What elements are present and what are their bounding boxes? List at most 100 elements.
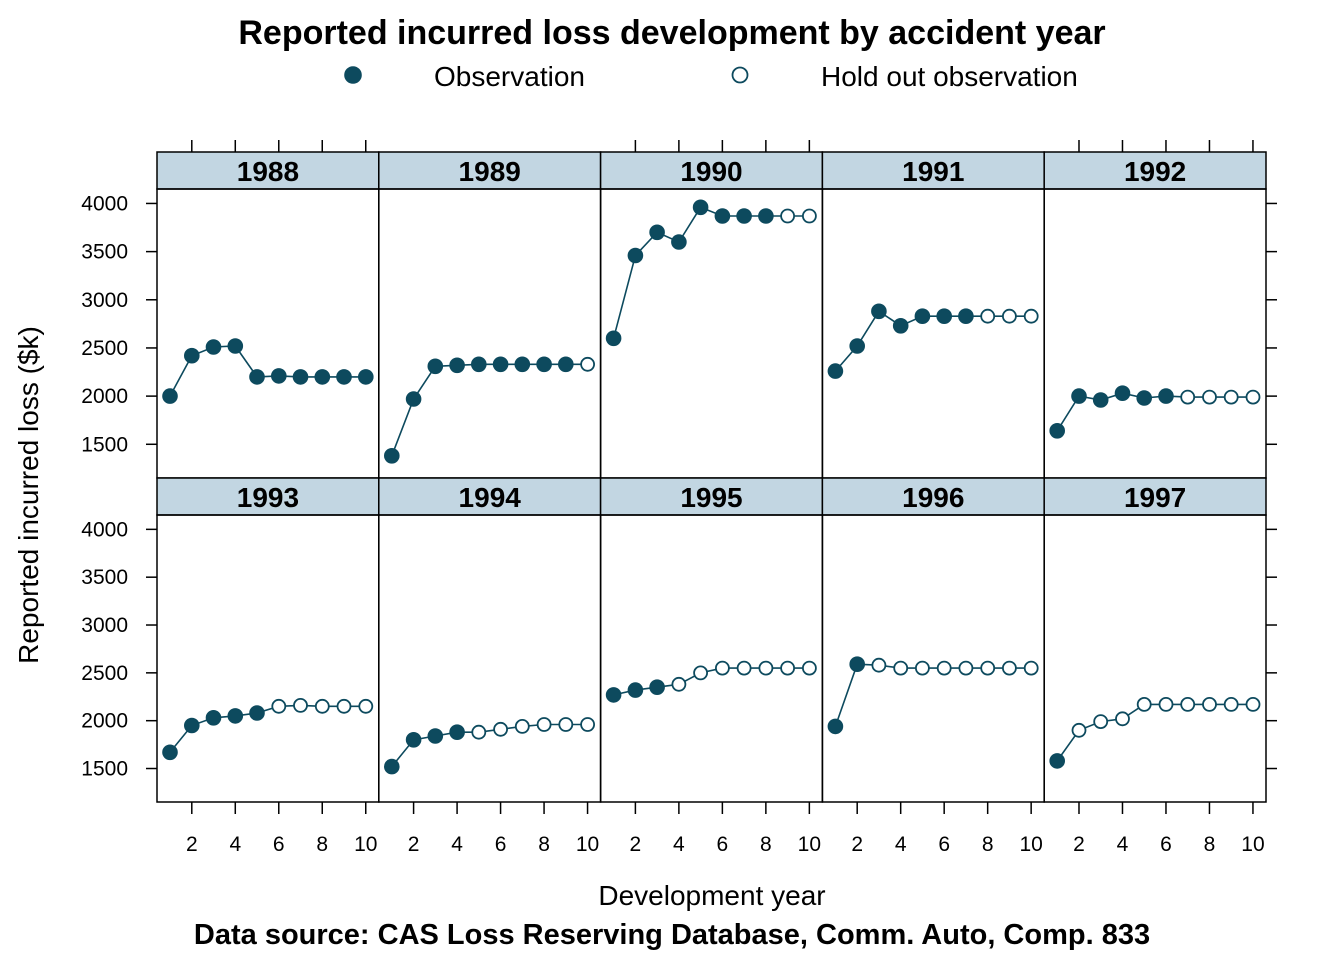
hold-out-point-1995-5 (693, 665, 708, 681)
y-tick-label: 3000 (81, 289, 128, 312)
strip-label-1995: 1995 (680, 482, 742, 513)
panel-1990: 1990 (599, 151, 824, 479)
y-tick-label: 3000 (81, 614, 128, 637)
observation-point-1988-4 (227, 338, 244, 354)
hold-out-point-1990-9 (780, 208, 795, 224)
observation-point-1993-4 (227, 708, 244, 724)
hold-out-point-1997-10 (1245, 697, 1261, 712)
strip-label-1990: 1990 (680, 156, 742, 187)
y-tick-label: 4000 (81, 192, 128, 215)
y-tick-label: 2000 (81, 385, 128, 408)
y-tick-label: 3500 (81, 241, 128, 264)
x-tick-label: 6 (495, 833, 507, 856)
panel-frame-1991 (821, 188, 1045, 479)
strip-label-1992: 1992 (1124, 156, 1186, 187)
series-line-1994 (391, 723, 588, 768)
strip-label-1997: 1997 (1124, 482, 1186, 513)
x-tick-label: 10 (354, 833, 377, 856)
observation-point-1994-3 (427, 728, 444, 744)
strip-label-1991: 1991 (902, 156, 964, 187)
observation-point-1989-4 (449, 357, 465, 374)
observation-point-1996-2 (849, 656, 866, 673)
panel-frame-1988 (156, 188, 380, 479)
observation-point-1991-5 (914, 308, 931, 325)
observation-point-1992-1 (1049, 422, 1065, 439)
panel-frame-1994 (378, 514, 602, 803)
observation-point-1993-3 (205, 709, 222, 726)
hold-out-point-1996-8 (980, 660, 996, 676)
x-tick-label: 2 (630, 833, 642, 856)
observation-point-1992-5 (1136, 390, 1152, 406)
hold-out-point-1996-4 (893, 660, 909, 676)
observation-point-1994-2 (405, 731, 422, 748)
y-tick-label: 4000 (81, 518, 128, 541)
panel-1993: 1993 (156, 477, 380, 803)
observation-point-1994-4 (449, 724, 465, 741)
series-line-1989 (391, 363, 588, 457)
hold-out-point-1993-9 (336, 698, 352, 714)
hold-out-point-1996-6 (936, 660, 952, 676)
panel-frame-1989 (378, 188, 602, 479)
observation-point-1990-4 (671, 234, 687, 250)
series-line-1992 (1056, 392, 1253, 432)
x-tick-label: 8 (538, 833, 550, 856)
strip-1989 (378, 151, 602, 190)
hold-out-point-1997-3 (1093, 714, 1109, 729)
x-tick-label: 8 (982, 833, 994, 856)
hold-out-point-1997-2 (1071, 722, 1087, 738)
axes: 2 4 6 8 10 2 4 6 8 10 2 4 6 8 10 2 4 6 8 10 2 4 6 8 10 1500 2000 25… (81, 140, 1277, 856)
strip-1997 (1043, 477, 1267, 516)
x-axis-label: Development year (598, 880, 825, 911)
hold-out-point-1993-7 (293, 698, 308, 713)
observation-point-1992-6 (1158, 388, 1174, 404)
panel-1995: 1995 (599, 477, 824, 803)
y-tick-label: 2500 (81, 337, 128, 360)
panel-frame-1993 (156, 514, 380, 803)
hold-out-point-1996-10 (1023, 660, 1039, 676)
strip-label-1994: 1994 (459, 482, 522, 513)
x-tick-label: 6 (717, 833, 729, 856)
hold-out-point-1991-9 (1002, 308, 1017, 324)
strip-1996 (821, 477, 1045, 516)
hold-out-point-1996-7 (958, 660, 974, 676)
observation-point-1990-3 (649, 224, 665, 241)
observation-point-1992-2 (1071, 388, 1087, 404)
observation-point-1997-1 (1049, 753, 1065, 769)
observation-point-1990-7 (736, 208, 752, 224)
y-tick-label: 2000 (81, 710, 128, 733)
hold-out-point-1994-8 (536, 717, 552, 732)
observation-point-1989-7 (514, 356, 531, 373)
hold-out-point-1995-10 (802, 660, 817, 676)
observation-point-1991-6 (936, 308, 953, 325)
strip-1988 (156, 151, 380, 190)
panel-frame-1990 (599, 188, 824, 479)
observation-point-1991-3 (871, 303, 887, 320)
observation-point-1995-2 (627, 682, 644, 698)
legend-label-hold-out: Hold out observation (821, 61, 1078, 92)
x-tick-label: 10 (798, 833, 821, 856)
observation-point-1991-1 (827, 363, 844, 379)
y-tick-label: 3500 (81, 566, 128, 589)
hold-out-point-1992-9 (1223, 389, 1239, 405)
x-tick-label: 8 (760, 833, 772, 856)
strip-label-1989: 1989 (459, 156, 521, 187)
panel-1989: 1989 (378, 151, 602, 479)
strip-1995 (599, 477, 824, 516)
chart-title: Reported incurred loss development by ac… (238, 14, 1105, 52)
series-line-1988 (169, 345, 366, 397)
observation-point-1988-7 (292, 369, 309, 385)
observation-point-1990-5 (692, 199, 709, 216)
hold-out-point-1996-5 (915, 660, 930, 676)
y-tick-label: 1500 (81, 758, 128, 781)
observation-point-1990-1 (605, 330, 622, 347)
hold-out-point-1997-9 (1223, 697, 1239, 712)
hold-out-point-1997-7 (1180, 697, 1196, 712)
strip-label-1988: 1988 (237, 156, 299, 187)
observation-point-1988-6 (270, 368, 287, 384)
panel-frame-1995 (599, 514, 824, 803)
hold-out-point-1993-6 (271, 698, 287, 714)
observation-point-1990-8 (758, 208, 774, 224)
observation-point-1994-1 (383, 758, 400, 775)
legend: Observation Hold out observation (344, 61, 1078, 92)
